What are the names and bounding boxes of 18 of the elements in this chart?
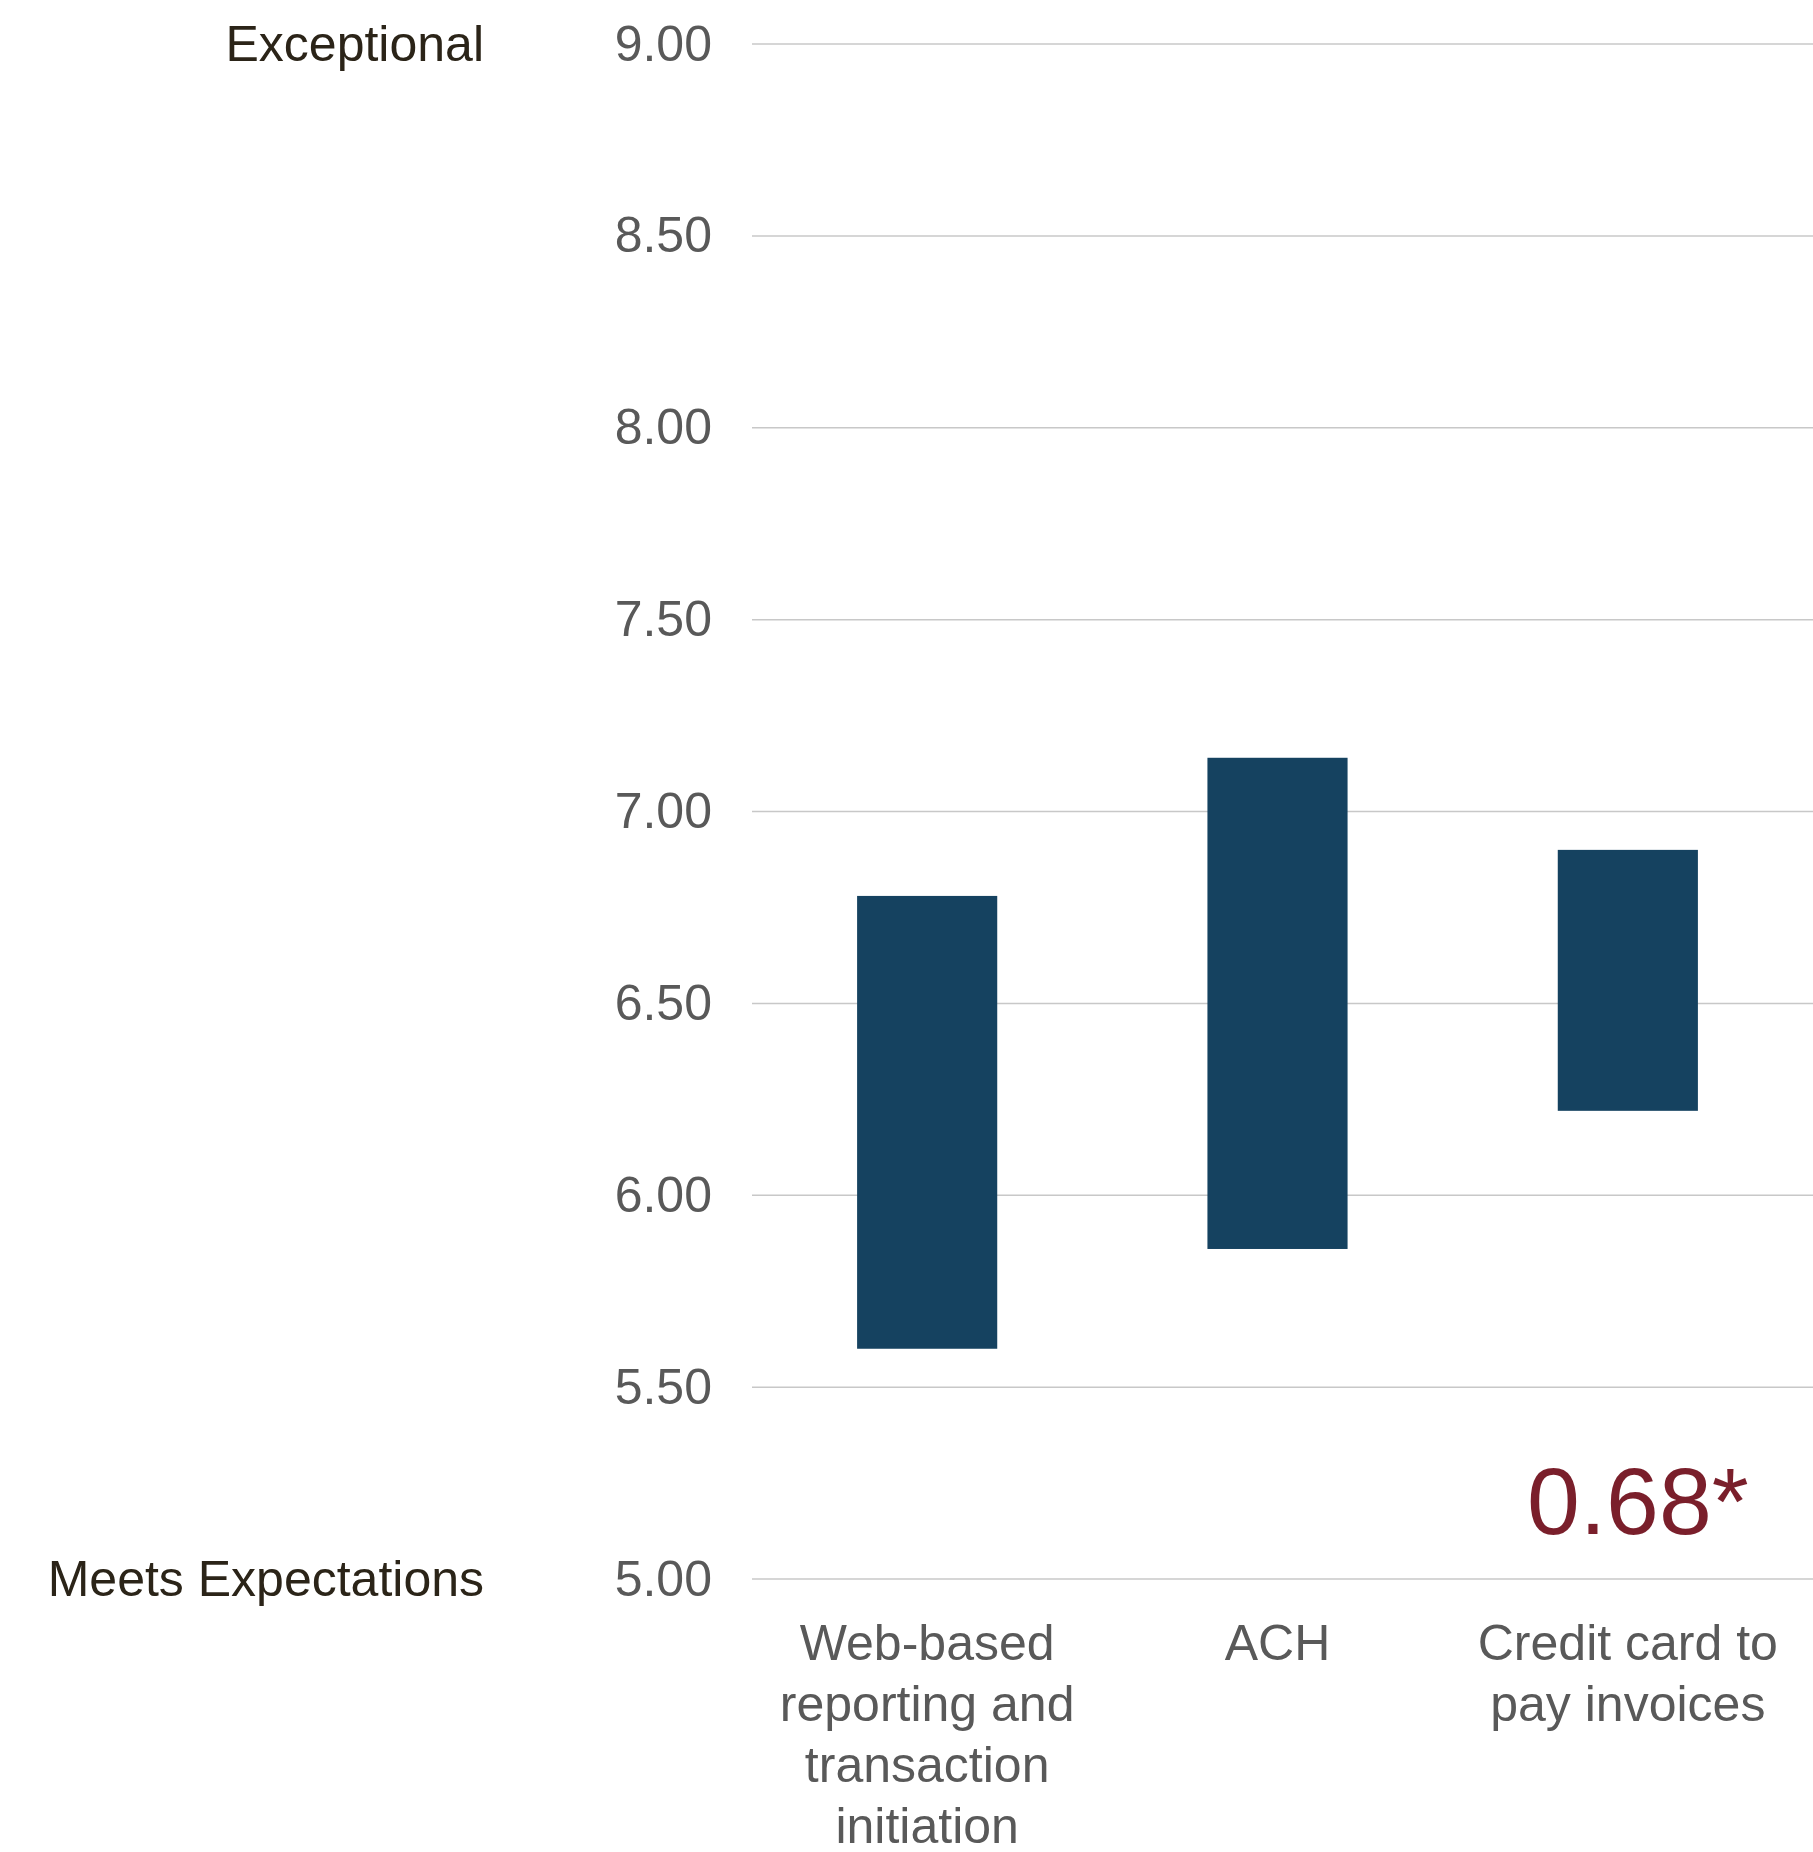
x-tick-label: Web-based reporting and transaction initiation xyxy=(779,1615,1075,1852)
x-tick-label: ACH xyxy=(1224,1615,1331,1671)
y-tick-label: 9.00 xyxy=(614,15,712,72)
y-tick-label: 5.00 xyxy=(614,1550,712,1607)
bar xyxy=(1557,849,1698,1111)
y-tick-label: 8.50 xyxy=(614,207,712,264)
text: Meets Expectations xyxy=(47,1551,484,1607)
annotation: 0.68* xyxy=(1526,1448,1749,1554)
y-tick-label: 8.00 xyxy=(614,399,712,456)
y-tick-label: 6.00 xyxy=(614,1166,712,1223)
bar xyxy=(1207,757,1348,1249)
y-tick-label: 5.50 xyxy=(614,1358,712,1415)
y-tick-label: 6.50 xyxy=(614,974,712,1031)
x-tick-label: Credit card to pay invoices xyxy=(1477,1615,1778,1732)
y-tick-label: 7.00 xyxy=(614,783,712,839)
y-tick-label: 7.50 xyxy=(614,591,712,648)
text: Exceptional xyxy=(225,16,484,72)
bar xyxy=(857,895,998,1349)
